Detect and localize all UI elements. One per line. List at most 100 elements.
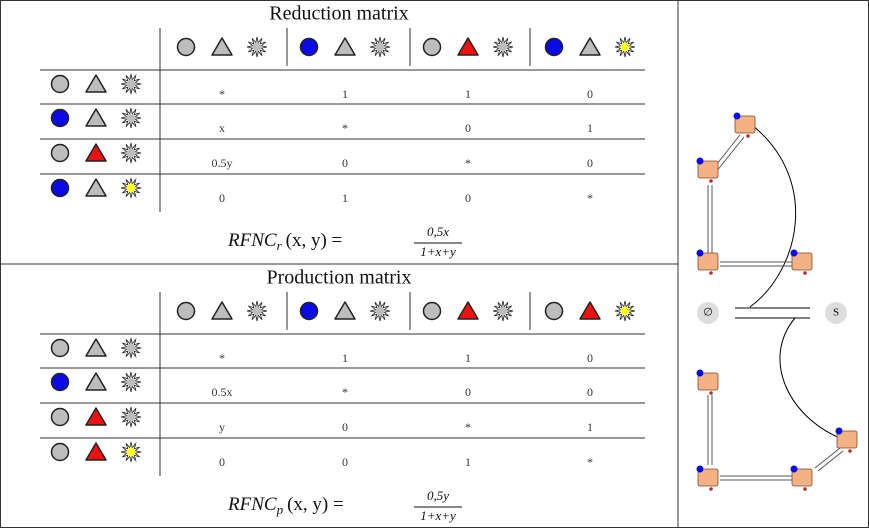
matrix-cell: * <box>465 156 471 170</box>
circle-icon <box>176 37 196 57</box>
star-core <box>126 412 136 422</box>
matrix-cell: * <box>342 385 348 399</box>
circle-icon <box>50 74 70 94</box>
species-mark <box>709 487 713 491</box>
matrix-cell: 0 <box>465 385 471 399</box>
matrix-cell: 0 <box>587 385 593 399</box>
star-core <box>375 42 385 52</box>
circle-icon <box>422 301 442 321</box>
star-core <box>126 79 136 89</box>
species-dot <box>835 427 843 435</box>
circle-icon <box>50 442 70 462</box>
species-dot <box>790 249 798 257</box>
triangle-icon <box>579 301 601 320</box>
matrix-cell: x <box>219 121 225 135</box>
triangle-icon <box>85 407 107 426</box>
denominator: 1+x+y <box>420 244 456 259</box>
triangle-icon <box>334 301 356 320</box>
curve <box>779 317 846 441</box>
star-core <box>126 447 136 457</box>
circle-icon <box>50 143 70 163</box>
circle-icon <box>50 338 70 358</box>
species-mark <box>709 271 713 275</box>
circle-icon <box>299 37 319 57</box>
species-box <box>697 372 719 391</box>
species-box <box>697 252 719 271</box>
triangle-icon <box>85 74 107 93</box>
species-mark <box>848 449 852 453</box>
species-mark <box>746 134 750 138</box>
star-core <box>252 306 262 316</box>
species-mark <box>709 391 713 395</box>
sink-label: S <box>833 307 839 319</box>
formula-name: RFNC <box>227 494 277 515</box>
matrix-cell: 0 <box>587 156 593 170</box>
star-core <box>126 343 136 353</box>
denominator: 1+x+y <box>420 508 456 523</box>
matrix-cell: 0 <box>342 455 348 469</box>
network-diagram: ∅ S <box>696 112 858 491</box>
curve <box>749 124 797 308</box>
matrix-cell: 1 <box>342 87 348 101</box>
species-dot <box>733 112 741 120</box>
matrix-cell: 1 <box>587 121 593 135</box>
matrix-cell: * <box>587 455 593 469</box>
matrix-cell: 1 <box>465 455 471 469</box>
triangle-icon <box>85 108 107 127</box>
species-box <box>836 430 858 449</box>
species-mark <box>803 487 807 491</box>
species-box <box>791 468 813 487</box>
star-core <box>126 113 136 123</box>
matrix-cell: 1 <box>587 420 593 434</box>
matrix-cell: 1 <box>465 351 471 365</box>
matrix-cell: 0 <box>219 191 225 205</box>
circle-icon <box>544 301 564 321</box>
formula-sub: r <box>277 238 283 253</box>
formula-args: (x, y) = <box>287 494 344 515</box>
species-dot <box>696 465 704 473</box>
matrix-cell: 1 <box>342 191 348 205</box>
star-core <box>252 42 262 52</box>
species-box <box>697 160 719 179</box>
matrix-cell: 0 <box>465 121 471 135</box>
species-dot <box>790 465 798 473</box>
formula-args: (x, y) = <box>286 230 343 251</box>
matrix-cell: 0 <box>587 87 593 101</box>
triangle-icon <box>211 301 233 320</box>
circle-icon <box>50 407 70 427</box>
star-core <box>375 306 385 316</box>
species-mark <box>803 271 807 275</box>
circle-icon <box>50 178 70 198</box>
matrix-cell: 0 <box>465 191 471 205</box>
species-dot <box>696 249 704 257</box>
matrix-cell: * <box>219 351 225 365</box>
circle-icon <box>422 37 442 57</box>
star-core <box>620 42 630 52</box>
circle-icon <box>50 372 70 392</box>
matrix-cell: y <box>219 420 225 434</box>
formula: RFNCp (x, y) = <box>227 494 344 517</box>
source-label: ∅ <box>703 307 713 319</box>
matrix-cell: * <box>342 121 348 135</box>
circle-icon <box>299 301 319 321</box>
triangle-icon <box>85 372 107 391</box>
triangle-icon <box>85 143 107 162</box>
matrix-cell: * <box>587 191 593 205</box>
triangle-icon <box>457 301 479 320</box>
triangle-icon <box>85 178 107 197</box>
circle-icon <box>50 108 70 128</box>
star-core <box>126 148 136 158</box>
circle-icon <box>176 301 196 321</box>
species-mark <box>709 179 713 183</box>
matrix-cell: 1 <box>465 87 471 101</box>
numerator: 0,5x <box>427 224 449 239</box>
matrix-cell: 0 <box>342 156 348 170</box>
circle-icon <box>544 37 564 57</box>
numerator: 0,5y <box>427 488 449 503</box>
matrix-cell: 1 <box>342 351 348 365</box>
triangle-icon <box>85 442 107 461</box>
triangle-icon <box>85 338 107 357</box>
matrix-cell: 0 <box>587 351 593 365</box>
